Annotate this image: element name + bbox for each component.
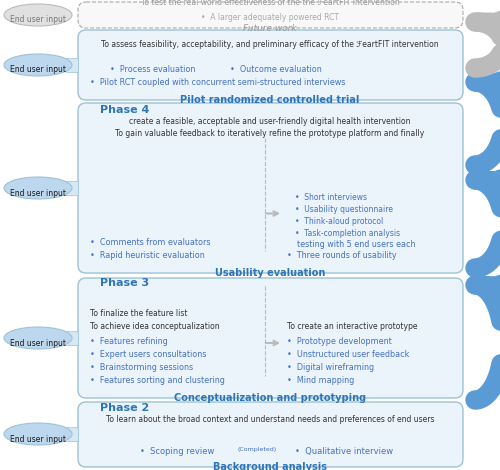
Text: •  Unstructured user feedback: • Unstructured user feedback (287, 350, 410, 359)
Text: End user input: End user input (10, 65, 66, 75)
Text: •  Pilot RCT coupled with concurrent semi-structured interviews: • Pilot RCT coupled with concurrent semi… (90, 78, 345, 87)
Ellipse shape (4, 327, 72, 349)
Text: •  Features refining: • Features refining (90, 337, 168, 346)
Text: •  A larger adequately powered RCT: • A larger adequately powered RCT (201, 14, 339, 23)
FancyBboxPatch shape (66, 58, 78, 72)
Text: End user input: End user input (10, 188, 66, 197)
Ellipse shape (4, 423, 72, 445)
Text: To finalize the feature list: To finalize the feature list (90, 309, 188, 318)
Text: End user input: End user input (10, 434, 66, 444)
Text: To assess feasibility, acceptability, and preliminary efficacy of the ℱeartFIT i: To assess feasibility, acceptability, an… (101, 40, 439, 49)
Text: •  Outcome evaluation: • Outcome evaluation (230, 65, 322, 74)
Ellipse shape (4, 54, 72, 76)
Text: To create an interactive prototype: To create an interactive prototype (287, 322, 418, 331)
Text: •  Digital wireframing: • Digital wireframing (287, 363, 374, 372)
Text: End user input: End user input (10, 16, 66, 24)
Text: (Completed): (Completed) (237, 447, 276, 452)
Text: Phase 2: Phase 2 (100, 403, 149, 413)
Text: To gain valuable feedback to iteratively refine the prototype platform and final: To gain valuable feedback to iteratively… (116, 129, 424, 138)
FancyBboxPatch shape (66, 331, 78, 345)
Ellipse shape (4, 177, 72, 199)
Text: •  Qualitative interview: • Qualitative interview (295, 447, 393, 456)
FancyBboxPatch shape (78, 103, 463, 273)
FancyBboxPatch shape (66, 181, 78, 195)
Text: •  Three rounds of usability: • Three rounds of usability (287, 251, 397, 260)
Text: To test the real world effectiveness of the the ℱeartFIT intervention: To test the real world effectiveness of … (140, 0, 400, 7)
Text: •  Features sorting and clustering: • Features sorting and clustering (90, 376, 225, 385)
Text: Conceptualization and prototyping: Conceptualization and prototyping (174, 393, 366, 403)
Text: Pilot randomized controlled trial: Pilot randomized controlled trial (180, 95, 360, 105)
Text: •  Mind mapping: • Mind mapping (287, 376, 354, 385)
Text: Background analysis: Background analysis (213, 462, 327, 470)
Text: •  Think-aloud protocol: • Think-aloud protocol (295, 217, 384, 226)
Text: •  Scoping review: • Scoping review (140, 447, 217, 456)
Text: •  Brainstorming sessions: • Brainstorming sessions (90, 363, 193, 372)
Text: testing with 5 end users each: testing with 5 end users each (287, 240, 416, 249)
Text: •  Rapid heuristic evaluation: • Rapid heuristic evaluation (90, 251, 205, 260)
FancyBboxPatch shape (66, 427, 78, 441)
Text: •  Short interviews: • Short interviews (295, 193, 367, 202)
FancyBboxPatch shape (78, 278, 463, 398)
Text: Usability evaluation: Usability evaluation (215, 268, 325, 278)
FancyBboxPatch shape (78, 402, 463, 467)
Text: create a feasible, acceptable and user-friendly digital health intervention: create a feasible, acceptable and user-f… (129, 117, 411, 126)
Text: •  Expert users consultations: • Expert users consultations (90, 350, 206, 359)
Text: Future work: Future work (243, 24, 297, 33)
Text: Phase 4: Phase 4 (100, 105, 150, 115)
Text: •  Task-completion analysis: • Task-completion analysis (295, 229, 400, 238)
FancyBboxPatch shape (78, 2, 463, 28)
Text: Phase 3: Phase 3 (100, 278, 149, 288)
Text: •  Process evaluation: • Process evaluation (110, 65, 196, 74)
FancyBboxPatch shape (78, 30, 463, 100)
Text: To learn about the broad context and understand needs and preferences of end use: To learn about the broad context and und… (106, 415, 434, 424)
Text: •  Comments from evaluators: • Comments from evaluators (90, 238, 210, 247)
Text: End user input: End user input (10, 338, 66, 347)
Text: •  Usability questionnaire: • Usability questionnaire (295, 205, 393, 214)
Text: •  Prototype development: • Prototype development (287, 337, 392, 346)
Ellipse shape (4, 4, 72, 26)
Text: To achieve idea conceptualization: To achieve idea conceptualization (90, 322, 220, 331)
